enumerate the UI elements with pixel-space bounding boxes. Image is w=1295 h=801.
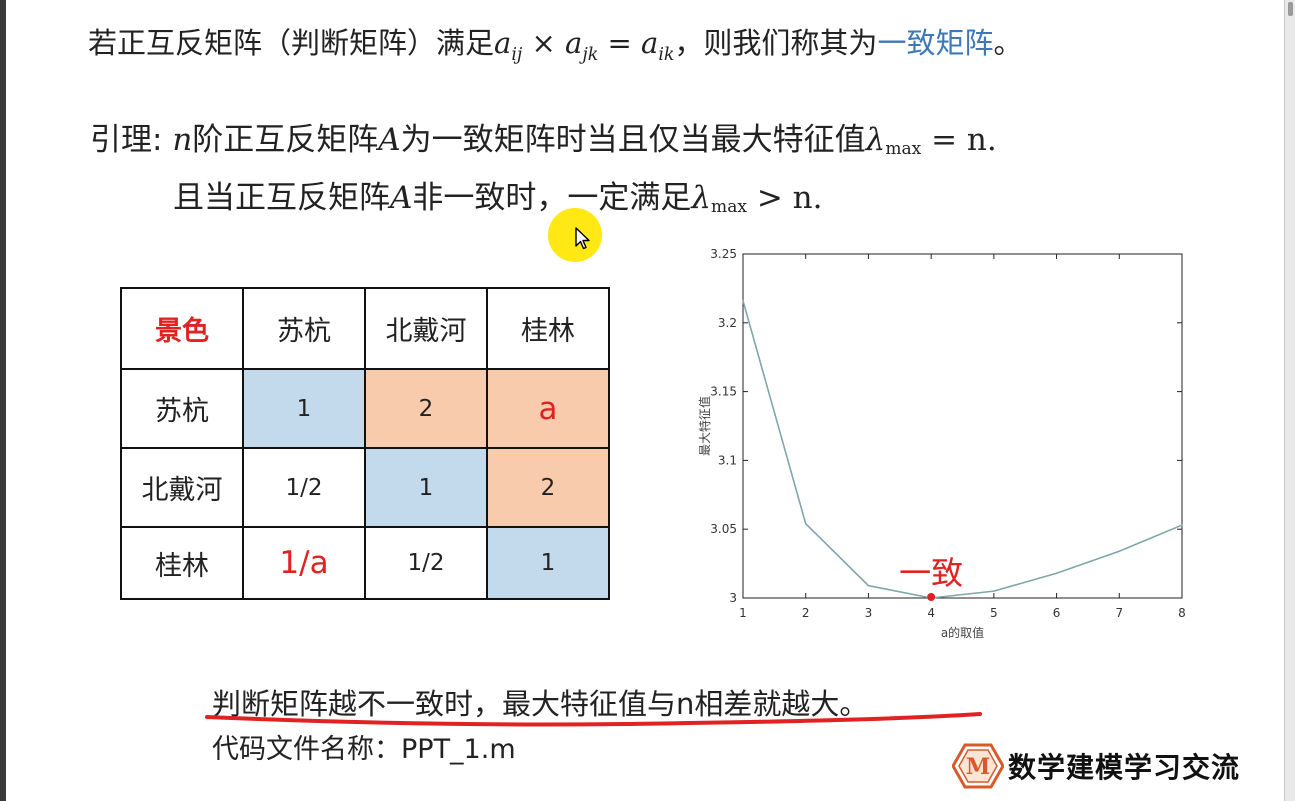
data-point [1181,524,1183,526]
table-row-label: 苏杭 [120,368,244,449]
data-point [993,590,995,592]
table-cell: a [486,368,610,449]
x-tick-label: 4 [927,606,935,620]
y-tick-label: 3.25 [710,247,737,261]
definition-mid: ，则我们称其为 [674,26,878,60]
table-corner-cell: 景色 [120,287,244,370]
x-axis-label: a的取值 [941,625,984,640]
data-point [1118,550,1121,553]
judgment-matrix-table: 景色 苏杭 北戴河 桂林 苏杭 1 2 a 北戴河 1/2 1 2 桂林 1/a… [120,287,610,600]
table-cell: 1/2 [364,526,488,600]
x-tick-label: 8 [1178,606,1186,620]
table-header-cell: 北戴河 [364,287,488,370]
table-row-label: 北戴河 [120,447,244,528]
table-cell: 1/a [242,526,366,600]
window-left-edge [0,0,6,801]
x-tick-label: 1 [739,606,747,620]
data-point [742,299,744,302]
y-tick-label: 3.2 [718,316,737,330]
series-line [742,300,1183,599]
table-cell: 2 [364,368,488,449]
svg-text:M: M [966,754,990,780]
y-tick-label: 3.05 [710,522,737,536]
table-cell: 1 [486,526,610,600]
m-logo-icon: M [952,743,1004,789]
table-row-label: 桂林 [120,526,244,600]
code-file-name: 代码文件名称：PPT_1.m [212,734,516,765]
x-tick-label: 5 [990,606,998,620]
x-tick-label: 2 [802,606,810,620]
definition-term: 一致矩阵 [877,26,994,60]
data-point [867,584,870,587]
table-cell: 1 [364,447,488,528]
definition-line: 若正互反矩阵（判断矩阵）满足aij × ajk = aik，则我们称其为一致矩阵… [88,26,1023,65]
y-axis-label: 最大特征值 [697,396,712,456]
table-row: 北戴河 1/2 1 2 [120,447,610,528]
conclusion-text: 判断矩阵越不一致时，最大特征值与n相差就越大。 [212,687,869,721]
table-header-cell: 桂林 [486,287,610,370]
scrollbar-thumb[interactable] [1288,2,1293,16]
data-point [804,522,807,525]
table-cell: 2 [486,447,610,528]
red-underline-annotation [205,712,982,727]
formula: aij × ajk = aik [494,26,675,65]
lemma-line-2: 且当正互反矩阵A非一致时，一定满足λmax > n. [173,180,823,217]
table-header-row: 景色 苏杭 北戴河 桂林 [120,287,610,370]
table-cell: 1/2 [242,447,366,528]
plot-frame [742,253,1183,599]
data-point [1055,572,1058,575]
cursor-highlight [548,208,602,262]
lemma-line-1: 引理: n阶正互反矩阵A为一致矩阵时当且仅当最大特征值λmax = n. [90,122,997,159]
annotation-marker [927,593,936,601]
definition-prefix: 若正互反矩阵（判断矩阵）满足 [88,26,495,60]
y-tick-label: 3 [729,591,737,605]
x-tick-label: 7 [1115,606,1123,620]
y-tick-label: 3.1 [718,453,737,467]
table-row: 苏杭 1 2 a [120,368,610,449]
x-tick-label: 6 [1053,606,1061,620]
mouse-pointer-icon [575,227,590,250]
table-cell: 1 [242,368,366,449]
annotation-label: 一致 [899,554,963,592]
channel-logo: M 数学建模学习交流 [952,743,1240,789]
x-tick-label: 3 [865,606,873,620]
table-row: 桂林 1/a 1/2 1 [120,526,610,600]
scrollbar[interactable] [1284,0,1295,801]
lemma-label: 引理: [90,122,173,158]
y-tick-label: 3.15 [710,385,737,399]
table-header-cell: 苏杭 [242,287,366,370]
logo-text: 数学建模学习交流 [1008,751,1241,784]
